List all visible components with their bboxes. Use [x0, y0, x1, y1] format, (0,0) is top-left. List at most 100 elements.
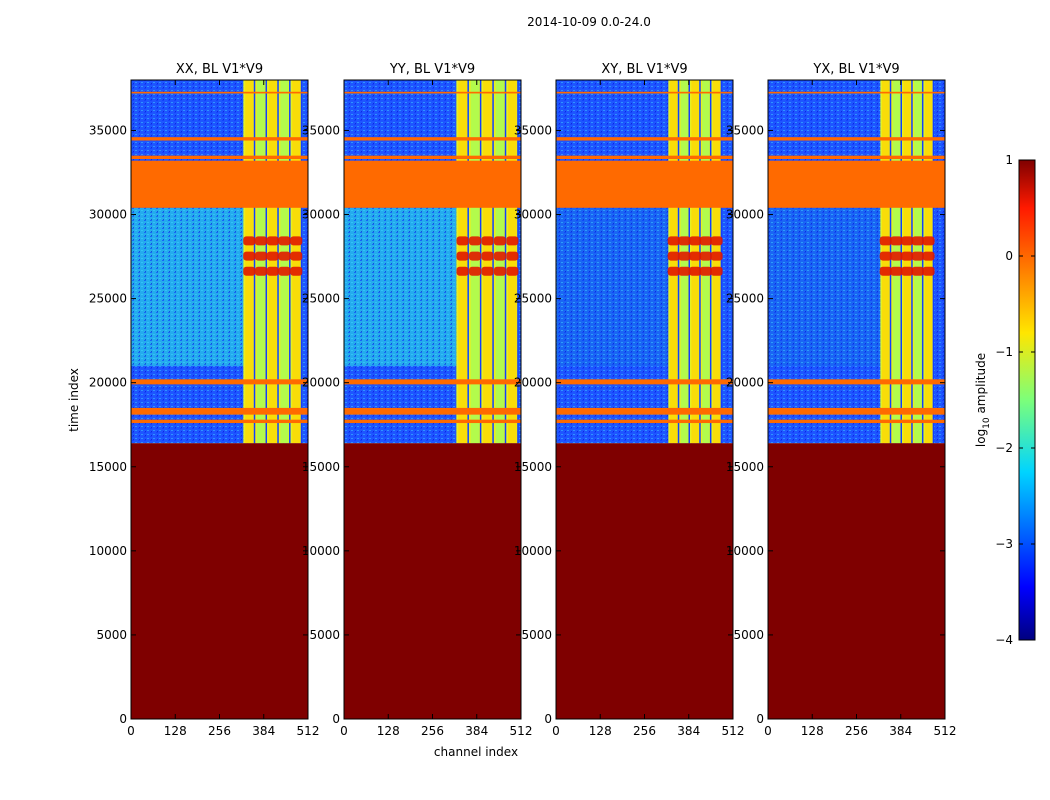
- high-amplitude-spot: [689, 266, 702, 276]
- high-amplitude-spot: [879, 236, 892, 246]
- colorbar: 1 0 −1 −2 −3 −4 log10 amplitude: [974, 153, 1036, 647]
- band-column: [712, 80, 721, 444]
- flagged-region: [344, 137, 521, 141]
- colorbar-tick-label: −1: [995, 345, 1013, 359]
- x-tick-label: 384: [252, 724, 275, 738]
- y-tick-label: 15000: [302, 460, 340, 474]
- x-tick-label: 256: [633, 724, 656, 738]
- high-amplitude-spot: [922, 236, 935, 246]
- x-tick-label: 512: [722, 724, 745, 738]
- high-amplitude-spot: [493, 236, 506, 246]
- colorbar-ticks: 1 0 −1 −2 −3 −4: [995, 153, 1035, 647]
- flagged-region: [131, 155, 308, 160]
- x-tick-label: 256: [421, 724, 444, 738]
- high-amplitude-spot: [922, 251, 935, 261]
- band-column: [914, 80, 922, 444]
- heatmap-image: [344, 80, 521, 719]
- flagged-region: [344, 155, 521, 160]
- high-amplitude-spot: [456, 266, 469, 276]
- y-tick-label: 0: [756, 712, 764, 726]
- y-tick-label: 25000: [726, 292, 764, 306]
- band-column: [702, 80, 710, 444]
- high-amplitude-spot: [922, 266, 935, 276]
- flagged-region: [768, 419, 945, 424]
- x-tick-label: 512: [297, 724, 320, 738]
- high-amplitude-spot: [469, 251, 482, 261]
- high-amplitude-spot: [266, 251, 279, 261]
- flagged-region: [131, 419, 308, 424]
- x-tick-label: 384: [889, 724, 912, 738]
- high-amplitude-spot: [901, 236, 914, 246]
- y-tick-label: 10000: [302, 544, 340, 558]
- flagged-region: [131, 160, 308, 208]
- x-tick-label: 128: [164, 724, 187, 738]
- flagged-region-bottom: [556, 443, 733, 719]
- colorbar-tick-label: −4: [995, 633, 1013, 647]
- high-amplitude-spot: [243, 251, 256, 261]
- band-column: [458, 80, 467, 444]
- y-tick-label: 15000: [89, 460, 127, 474]
- high-amplitude-spot: [493, 266, 506, 276]
- y-tick-label: 10000: [89, 544, 127, 558]
- high-amplitude-spot: [456, 251, 469, 261]
- y-tick-label: 25000: [89, 292, 127, 306]
- high-amplitude-spot: [879, 266, 892, 276]
- x-axis-label: channel index: [434, 745, 518, 759]
- high-amplitude-spot: [481, 236, 494, 246]
- flagged-region: [556, 419, 733, 424]
- high-amplitude-spot: [689, 251, 702, 261]
- colorbar-tick-label: 0: [1005, 249, 1013, 263]
- flagged-region: [131, 137, 308, 141]
- y-tick-label: 15000: [726, 460, 764, 474]
- high-amplitude-spot: [678, 251, 691, 261]
- flagged-region-bottom: [131, 443, 308, 719]
- high-amplitude-spot: [278, 251, 291, 261]
- high-amplitude-spot: [254, 236, 267, 246]
- high-amplitude-spot: [243, 266, 256, 276]
- flagged-region: [768, 160, 945, 208]
- high-amplitude-spot: [469, 266, 482, 276]
- band-column: [256, 80, 266, 444]
- x-tick-label: 128: [801, 724, 824, 738]
- flagged-region: [768, 407, 945, 415]
- flagged-region: [768, 379, 945, 385]
- flagged-region-bottom: [344, 443, 521, 719]
- x-tick-label: 256: [845, 724, 868, 738]
- high-amplitude-spot: [911, 236, 924, 246]
- y-tick-label: 20000: [89, 376, 127, 390]
- band-column: [669, 80, 678, 444]
- panel-title: XX, BL V1*V9: [176, 62, 263, 77]
- high-amplitude-spot: [506, 251, 519, 261]
- x-tick-label: 384: [677, 724, 700, 738]
- y-tick-label: 20000: [302, 376, 340, 390]
- y-tick-label: 0: [119, 712, 127, 726]
- high-amplitude-spot: [290, 266, 303, 276]
- colorbar-gradient: [1018, 159, 1036, 641]
- flagged-region: [344, 91, 521, 94]
- y-tick-label: 10000: [726, 544, 764, 558]
- y-tick-label: 10000: [514, 544, 552, 558]
- heatmap-image: [556, 80, 733, 719]
- x-tick-label: 512: [934, 724, 957, 738]
- flagged-region: [344, 419, 521, 424]
- band-column: [680, 80, 689, 444]
- y-tick-label: 30000: [514, 208, 552, 222]
- high-amplitude-spot: [266, 236, 279, 246]
- y-tick-label: 5000: [733, 628, 764, 642]
- colorbar-tick-label: 1: [1005, 153, 1013, 167]
- high-amplitude-spot: [890, 236, 903, 246]
- flagged-region: [556, 407, 733, 415]
- high-amplitude-spot: [699, 266, 712, 276]
- high-amplitude-spot: [890, 266, 903, 276]
- y-tick-label: 5000: [96, 628, 127, 642]
- high-amplitude-spot: [710, 236, 723, 246]
- high-amplitude-spot: [911, 251, 924, 261]
- y-tick-label: 25000: [302, 292, 340, 306]
- x-tick-label: 128: [377, 724, 400, 738]
- y-tick-label: 35000: [89, 123, 127, 137]
- y-tick-label: 15000: [514, 460, 552, 474]
- high-amplitude-spot: [667, 236, 680, 246]
- high-amplitude-spot: [278, 236, 291, 246]
- high-amplitude-spot: [901, 266, 914, 276]
